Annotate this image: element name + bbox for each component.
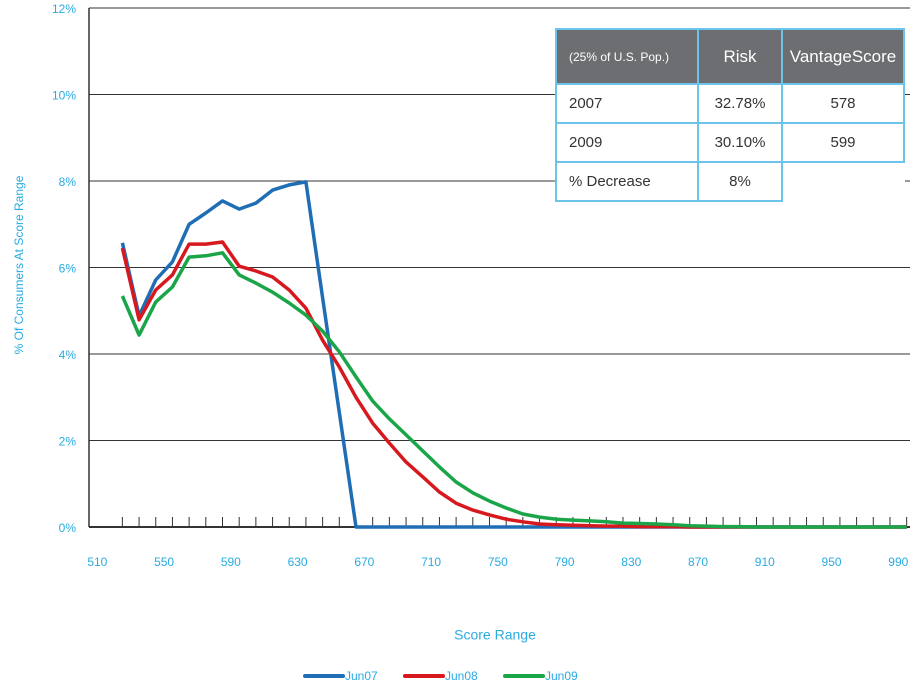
y-tick-label: 6% bbox=[59, 262, 77, 276]
series-line bbox=[120, 240, 907, 529]
table-cell: 599 bbox=[781, 122, 905, 163]
y-axis-label: % Of Consumers At Score Range bbox=[12, 175, 26, 354]
legend-label: Jun08 bbox=[445, 669, 478, 683]
y-tick-label: 2% bbox=[59, 435, 77, 449]
table-cell: % Decrease bbox=[555, 161, 699, 202]
legend-label: Jun09 bbox=[545, 669, 578, 683]
x-tick-label: 790 bbox=[555, 555, 575, 569]
x-tick-label: 830 bbox=[621, 555, 641, 569]
x-axis-label: Score Range bbox=[454, 627, 536, 643]
inset-table: (25% of U.S. Pop.) Risk VantageScore 2007 32… bbox=[555, 28, 905, 202]
x-tick-label: 870 bbox=[688, 555, 708, 569]
table-cell: 578 bbox=[781, 83, 905, 124]
x-tick-label: 910 bbox=[755, 555, 775, 569]
table-cell: Risk bbox=[697, 28, 783, 85]
table-cell: 32.78% bbox=[697, 83, 783, 124]
y-tick-label: 4% bbox=[59, 348, 77, 362]
table-cell: (25% of U.S. Pop.) bbox=[555, 28, 699, 85]
legend-label: Jun07 bbox=[345, 669, 378, 683]
table-row: 2007 32.78% 578 bbox=[555, 83, 905, 124]
x-tick-label: 550 bbox=[154, 555, 174, 569]
series-line bbox=[120, 251, 907, 529]
x-tick-label: 750 bbox=[488, 555, 508, 569]
x-tick-label: 670 bbox=[354, 555, 374, 569]
table-row: % Decrease 8% bbox=[555, 161, 904, 202]
table-cell: 30.10% bbox=[697, 122, 783, 163]
y-tick-label: 10% bbox=[52, 89, 76, 103]
table-row: 2009 30.10% 599 bbox=[555, 122, 905, 163]
y-tick-label: 12% bbox=[52, 2, 76, 16]
x-tick-label: 510 bbox=[87, 555, 107, 569]
y-tick-label: 8% bbox=[59, 175, 77, 189]
x-tick-label: 590 bbox=[221, 555, 241, 569]
table-cell: 2009 bbox=[555, 122, 699, 163]
y-tick-label: 0% bbox=[59, 521, 77, 535]
table-cell: 2007 bbox=[555, 83, 699, 124]
table-row: (25% of U.S. Pop.) Risk VantageScore bbox=[555, 28, 905, 85]
table-cell: 8% bbox=[697, 161, 783, 202]
table-cell: VantageScore bbox=[781, 28, 905, 85]
x-tick-label: 710 bbox=[421, 555, 441, 569]
x-tick-label: 990 bbox=[888, 555, 908, 569]
x-tick-label: 950 bbox=[822, 555, 842, 569]
x-tick-label: 630 bbox=[288, 555, 308, 569]
